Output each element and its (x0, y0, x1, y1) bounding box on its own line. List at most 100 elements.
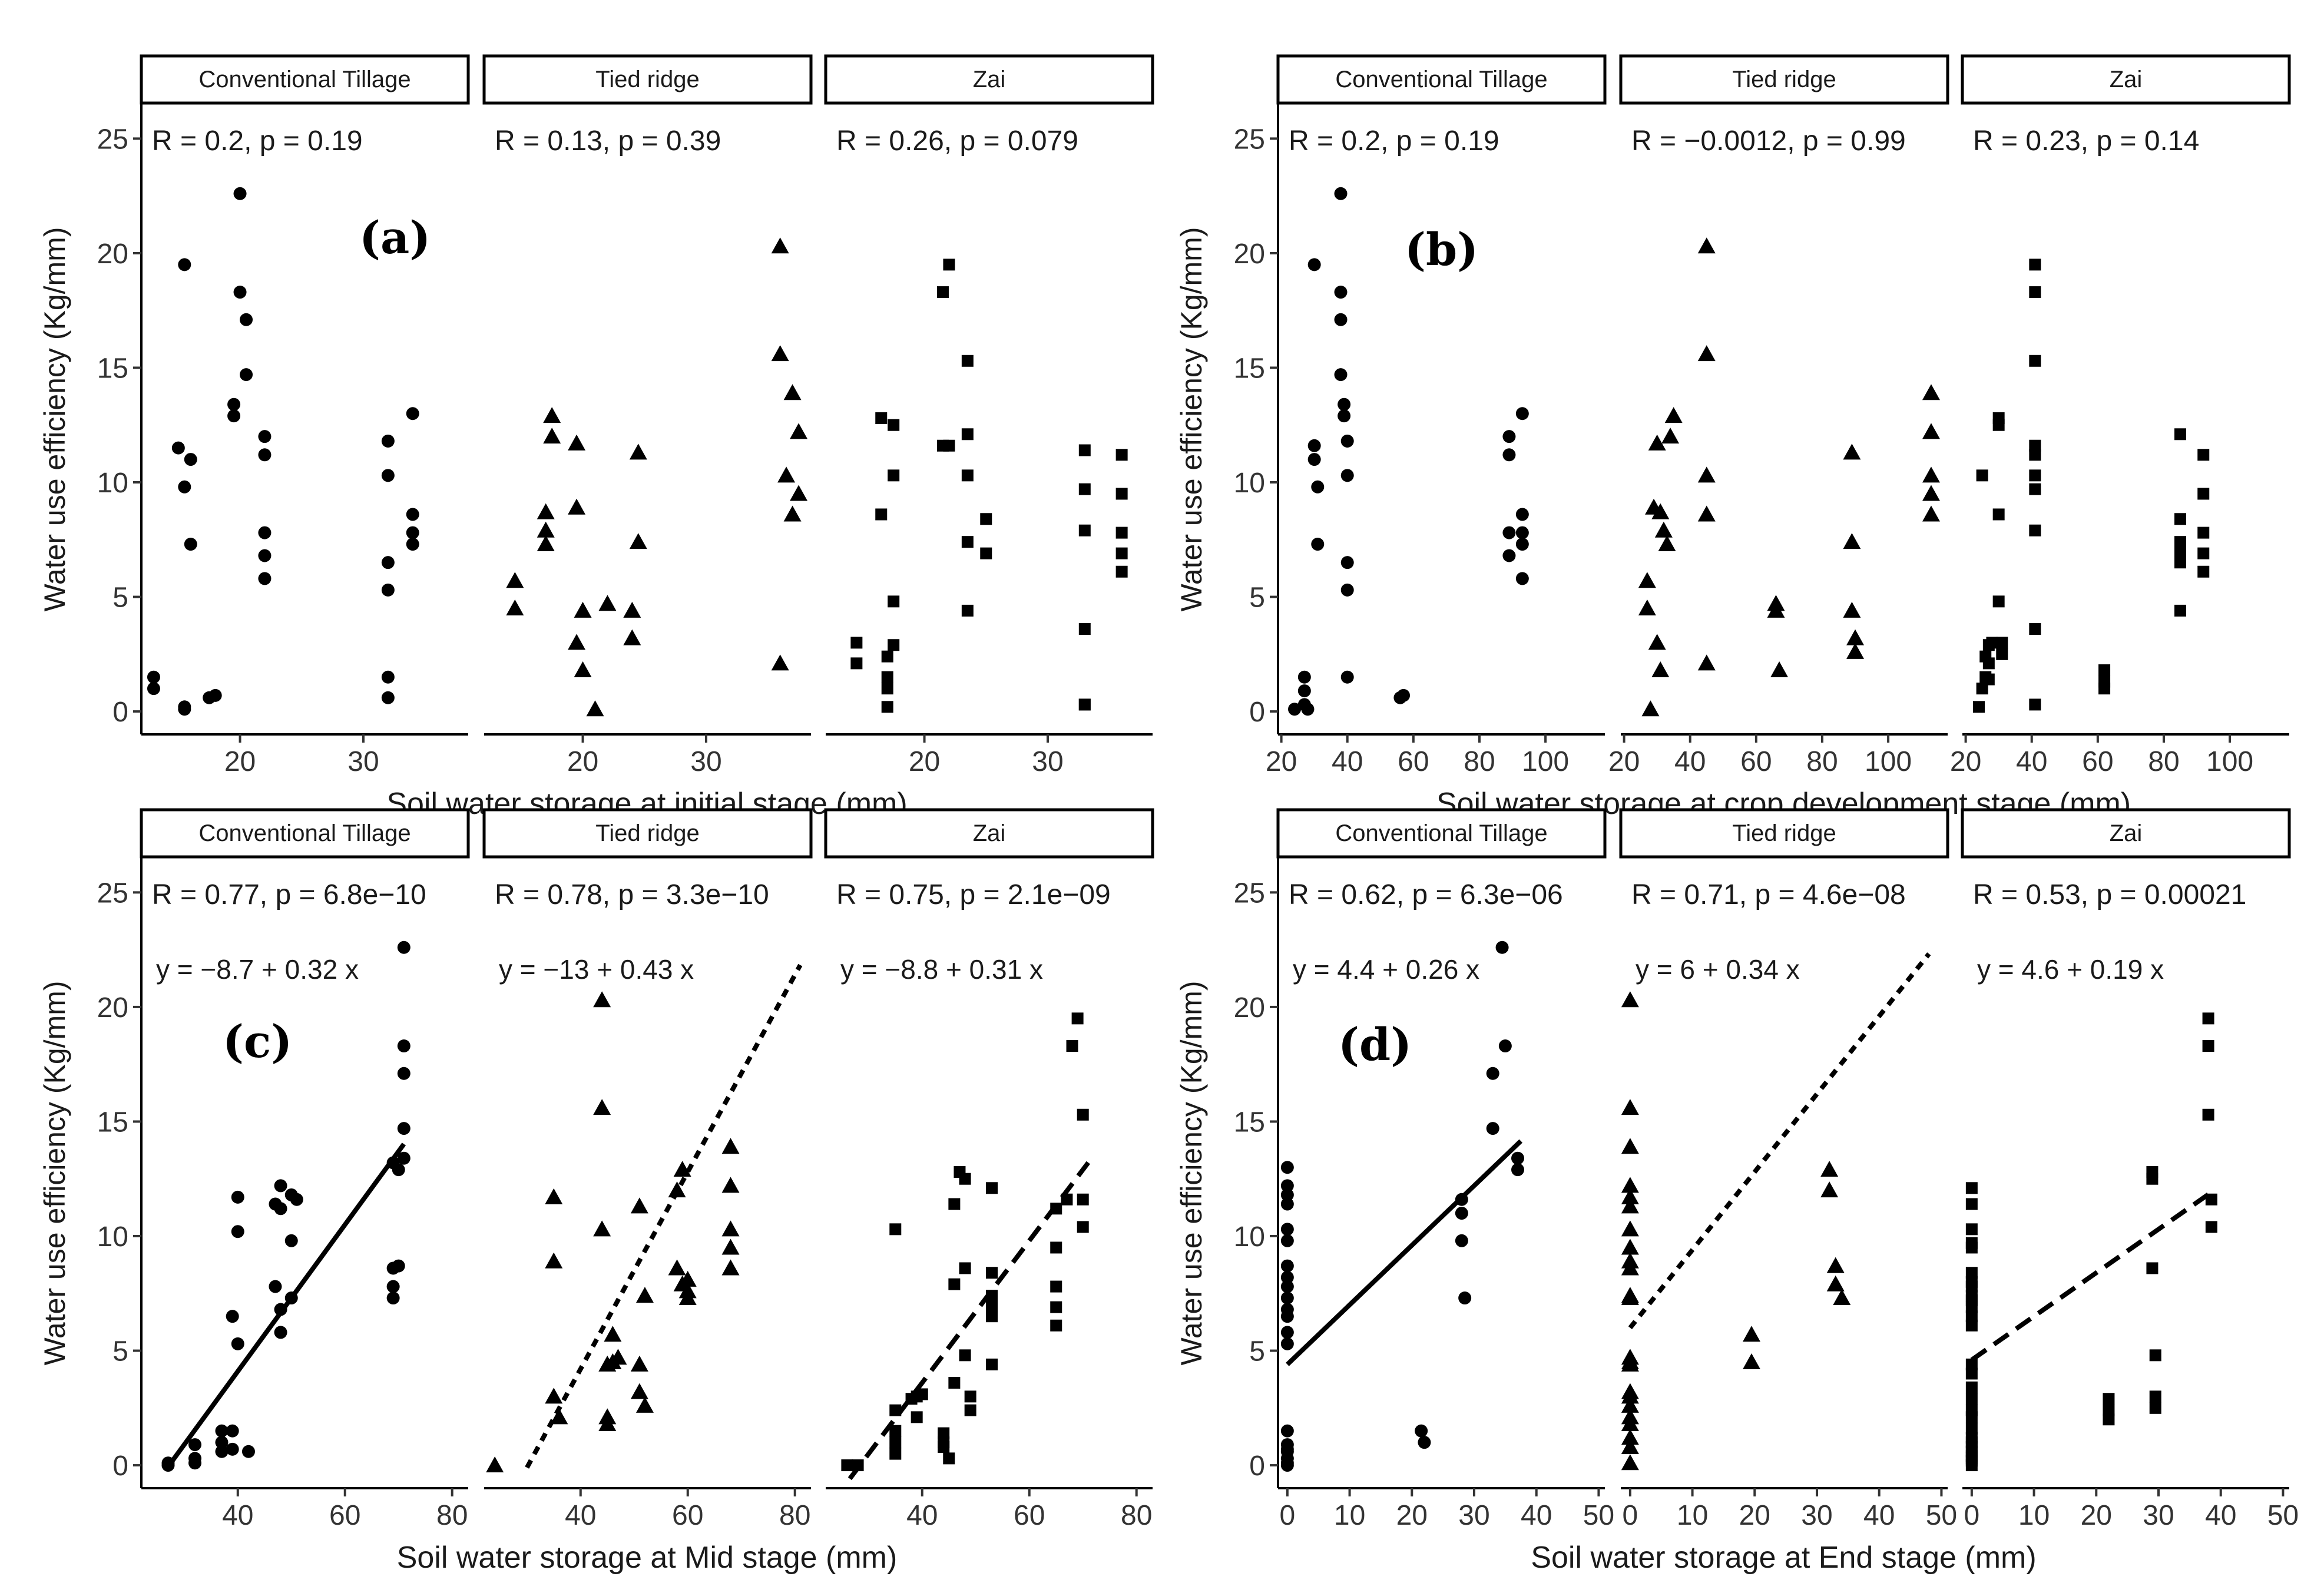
x-tick-label: 40 (222, 1500, 253, 1531)
data-point (1843, 443, 1861, 460)
data-point (1767, 601, 1785, 618)
data-point (943, 1452, 955, 1465)
x-tick-label: 30 (690, 746, 721, 777)
facet-title: Tied ridge (1732, 820, 1836, 846)
data-point (1280, 1280, 1294, 1293)
facet-tied-ridge: Tied ridge R = 0.13, p = 0.39 20 30 (482, 54, 813, 777)
data-point (1115, 488, 1128, 500)
data-point (790, 485, 808, 501)
regression-line (525, 963, 803, 1469)
data-point (1621, 1197, 1639, 1214)
data-point (1301, 703, 1315, 716)
data-point (258, 430, 272, 443)
data-point (986, 1267, 998, 1279)
y-axis-label: Water use efficiency (Kg/mm) (1175, 981, 1208, 1366)
y-tick-label: 20 (97, 239, 128, 270)
x-tick-label: 30 (2143, 1500, 2174, 1531)
data-point (1621, 1429, 1639, 1445)
correlation-label: R = −0.0012, p = 0.99 (1631, 125, 1906, 157)
x-tick-label: 0 (1280, 1500, 1296, 1531)
data-point (1334, 368, 1348, 382)
data-point (1638, 572, 1656, 588)
data-point (2029, 439, 2041, 452)
x-tick-label: 40 (565, 1500, 596, 1531)
data-point (258, 526, 272, 539)
data-point (888, 595, 900, 608)
data-point (721, 1238, 740, 1255)
x-tick-label: 30 (347, 746, 379, 777)
x-tick-label: 20 (1396, 1500, 1428, 1531)
data-point (227, 398, 241, 411)
data-point (550, 1408, 568, 1425)
data-point (1515, 526, 1529, 539)
data-point (959, 1262, 971, 1274)
data-point (147, 682, 160, 696)
panel-label: (a) (359, 211, 431, 264)
data-point (1843, 601, 1861, 618)
data-point (1515, 572, 1529, 585)
data-point (406, 526, 419, 539)
data-point (1621, 1138, 1639, 1154)
regression-equation: y = −8.8 + 0.31 x (840, 954, 1043, 985)
data-point (226, 1442, 239, 1456)
data-point (771, 237, 789, 254)
data-point (888, 469, 900, 482)
facet-zai: Zai R = 0.53, p = 0.00021 y = 4.6 + 0.19 x… (1961, 808, 2299, 1531)
data-point (537, 521, 555, 538)
panel-d: (d) Water use efficiency (Kg/mm) 0 5 10 15 20 2… (1175, 808, 2299, 1575)
data-point (1697, 654, 1716, 671)
correlation-label: R = 0.53, p = 0.00021 (1973, 879, 2246, 910)
data-point (1415, 1424, 1428, 1438)
y-tick-label: 5 (112, 582, 128, 614)
data-point (1833, 1289, 1851, 1306)
data-point (1280, 1271, 1294, 1284)
data-point (623, 601, 641, 618)
data-point (916, 1388, 928, 1400)
x-tick-label: 40 (1332, 746, 1363, 777)
data-point (881, 671, 893, 683)
data-point (1846, 643, 1865, 659)
data-point (771, 345, 789, 362)
data-point (1965, 1411, 1978, 1423)
data-point (1922, 384, 1940, 400)
data-point (240, 313, 253, 326)
data-point (161, 1459, 175, 1472)
x-tick-label: 0 (1623, 1500, 1638, 1531)
x-tick-label: 20 (1266, 746, 1297, 777)
data-point (545, 1252, 563, 1269)
data-point (1965, 1182, 1978, 1194)
data-point (2205, 1193, 2217, 1206)
data-point (2174, 557, 2186, 569)
data-point (231, 1225, 244, 1238)
data-point (2029, 259, 2041, 271)
data-point (2103, 1413, 2115, 1426)
data-point (1078, 524, 1091, 537)
data-point (184, 538, 197, 551)
data-point (911, 1411, 923, 1423)
data-point (2197, 449, 2210, 461)
data-point (1965, 1459, 1978, 1472)
data-point (2174, 604, 2186, 617)
data-point (1621, 1355, 1639, 1372)
data-point (881, 701, 893, 713)
panel-label: (b) (1405, 223, 1478, 276)
data-point (1115, 565, 1128, 578)
data-point (1397, 688, 1411, 702)
x-tick-label: 60 (2082, 746, 2113, 777)
data-point (2098, 683, 2111, 695)
data-point (1965, 1393, 1978, 1405)
data-point (889, 1436, 902, 1449)
data-point (961, 469, 974, 482)
data-point (1965, 1267, 1978, 1279)
data-point (1976, 469, 1988, 482)
data-point (406, 508, 419, 521)
data-point (226, 1310, 239, 1323)
data-point (1922, 423, 1940, 439)
data-point (986, 1290, 998, 1302)
data-point (593, 991, 611, 1008)
data-point (178, 480, 191, 494)
data-point (629, 533, 647, 549)
data-point (381, 556, 395, 569)
data-point (184, 453, 197, 466)
data-point (258, 549, 272, 562)
